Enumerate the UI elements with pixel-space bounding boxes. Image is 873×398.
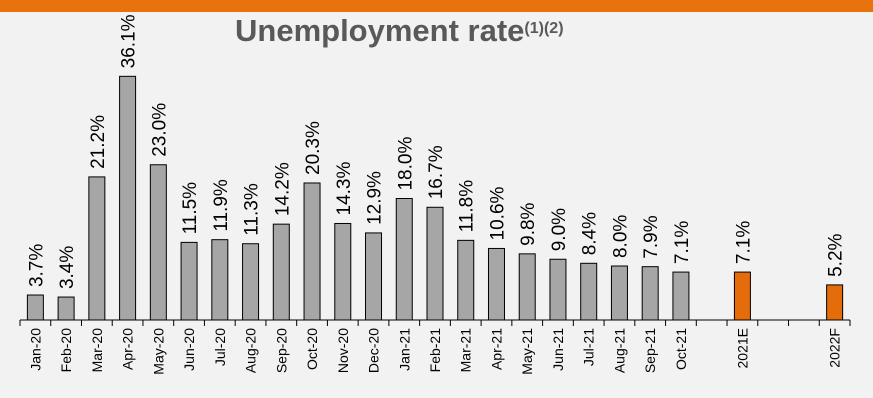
data-label: 23.0%	[149, 103, 170, 157]
data-label: 20.3%	[303, 121, 324, 175]
bar-jun-21	[549, 258, 567, 321]
x-tick-label: 2021E	[734, 328, 750, 368]
bar-aug-21	[610, 265, 628, 321]
bar-oct-21	[672, 271, 690, 321]
x-tick-label: Jan-20	[27, 328, 43, 371]
x-tick-label: May-21	[519, 328, 535, 375]
chart-title-footnote: (1)(2)	[524, 20, 564, 37]
data-label: 7.1%	[733, 221, 754, 264]
x-axis	[19, 319, 851, 326]
chart-title-text: Unemployment rate	[235, 13, 525, 48]
data-label: 7.1%	[672, 221, 693, 264]
x-tick-label: Nov-20	[335, 328, 351, 373]
bar-dec-20	[365, 232, 383, 321]
bar-aug-20	[242, 243, 260, 321]
data-label: 8.4%	[580, 212, 601, 255]
data-label: 9.8%	[518, 202, 539, 245]
x-tick-label: Jul-20	[212, 328, 228, 366]
data-label: 5.2%	[826, 233, 847, 276]
data-label: 11.5%	[180, 182, 201, 235]
data-label: 11.9%	[211, 179, 232, 232]
data-label: 11.8%	[457, 180, 478, 233]
x-tick-label: Feb-21	[427, 328, 443, 373]
bar-feb-21	[426, 206, 444, 321]
bar-sep-20	[272, 223, 290, 321]
x-tick-labels-group: Jan-20 Feb-20 Mar-20 Apr-20 May-20 Jun-20 Jul-…	[27, 328, 842, 375]
bar-apr-21	[487, 247, 505, 321]
accent-stripe	[0, 0, 873, 12]
bar-2022f	[826, 284, 844, 321]
x-tick-label: Oct-21	[673, 328, 689, 370]
bar-sep-21	[641, 266, 659, 321]
x-tick-label: Jul-21	[581, 328, 597, 366]
bar-2021e	[733, 271, 751, 321]
bar-may-20	[149, 164, 167, 321]
x-tick-label: Sep-20	[273, 328, 289, 373]
x-tick-label: Apr-20	[120, 328, 136, 370]
accent-stripe-bar	[0, 0, 873, 12]
bar-may-21	[518, 253, 536, 321]
x-tick-label: Aug-20	[243, 328, 259, 373]
bar-jan-21	[395, 198, 413, 321]
bar-jan-20	[26, 294, 44, 321]
bar-mar-20	[88, 176, 106, 321]
x-tick-label: Mar-21	[458, 328, 474, 373]
bar-mar-21	[457, 239, 475, 321]
x-tick-label: Apr-21	[488, 328, 504, 370]
data-label: 7.9%	[641, 215, 662, 258]
data-label: 8.0%	[610, 215, 631, 258]
bar-oct-20	[303, 182, 321, 321]
data-label: 21.2%	[88, 115, 109, 169]
x-tick-label: Aug-21	[611, 328, 627, 373]
data-label: 18.0%	[395, 137, 416, 191]
bar-jul-21	[580, 262, 598, 321]
data-label: 9.0%	[549, 208, 570, 251]
data-label: 3.7%	[26, 244, 47, 287]
bars-group	[26, 75, 844, 321]
data-label: 14.2%	[272, 162, 293, 216]
x-tick-label: Dec-20	[366, 328, 382, 373]
x-tick-label: Jun-20	[181, 328, 197, 371]
x-tick-label: Oct-20	[304, 328, 320, 370]
value-labels-group: 3.7% 3.4% 21.2% 36.1% 23.0% 11.5% 11.9% 11.3% 14…	[26, 14, 846, 289]
bar-jul-20	[211, 239, 229, 321]
bar-nov-20	[334, 222, 352, 321]
chart-title: Unemployment rate(1)(2)	[235, 13, 655, 49]
x-tick-label: Mar-20	[89, 328, 105, 373]
bar-feb-20	[57, 296, 75, 321]
x-tick-label: Feb-20	[58, 328, 74, 373]
x-tick-label: May-20	[150, 328, 166, 375]
data-label: 16.7%	[426, 145, 447, 199]
x-tick-label: Jun-21	[550, 328, 566, 371]
bar-jun-20	[180, 241, 198, 321]
data-label: 11.3%	[242, 183, 263, 236]
x-tick-label: Jan-21	[396, 328, 412, 371]
x-tick-label: 2022F	[827, 328, 843, 368]
data-label: 12.9%	[365, 171, 386, 225]
bar-apr-20	[119, 75, 137, 321]
x-tick-label: Sep-21	[642, 328, 658, 373]
data-label: 3.4%	[57, 246, 78, 289]
data-label: 14.3%	[334, 161, 355, 215]
data-label: 36.1%	[119, 14, 140, 68]
data-label: 10.6%	[487, 186, 508, 240]
